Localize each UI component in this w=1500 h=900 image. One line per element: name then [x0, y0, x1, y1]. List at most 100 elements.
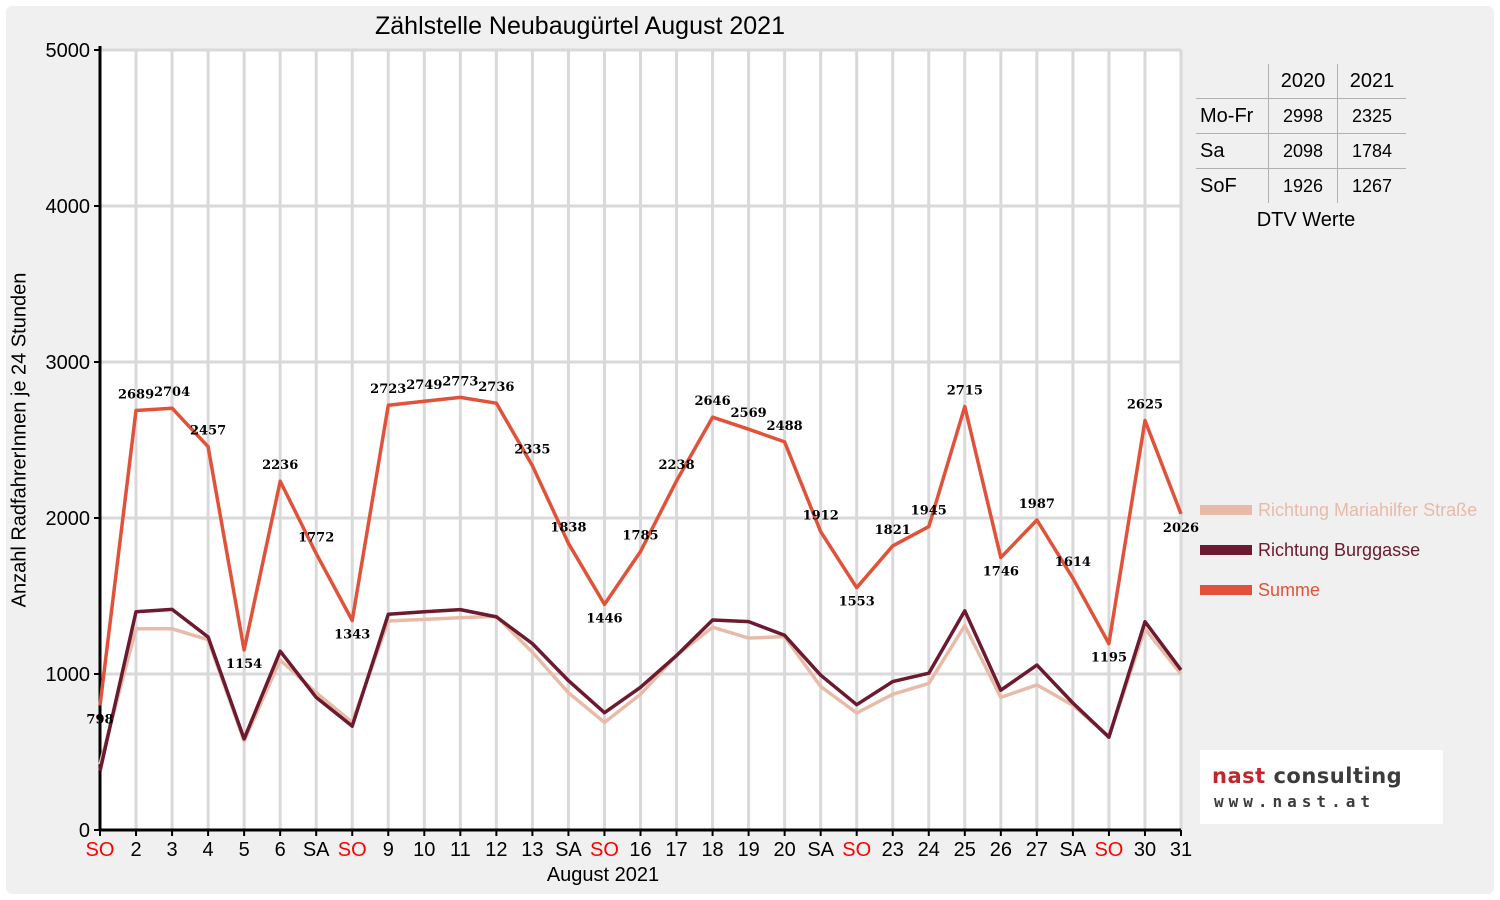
logo-wordmark: nast consulting [1212, 764, 1403, 788]
data-label: 2238 [658, 458, 694, 473]
x-tick-label: 2 [130, 839, 141, 861]
x-tick-label: SA [303, 839, 330, 861]
data-label: 1987 [1019, 497, 1055, 512]
x-tick-label: SO [590, 839, 619, 861]
y-tick-label: 3000 [46, 352, 91, 374]
data-label: 2773 [442, 374, 478, 389]
data-label: 1614 [1055, 555, 1091, 570]
data-label: 2749 [406, 378, 442, 393]
x-tick-label: 6 [275, 839, 286, 861]
x-tick-label: 20 [774, 839, 796, 861]
data-label: 1343 [334, 627, 370, 642]
dtv-caption: DTV Werte [1256, 209, 1356, 231]
series-line-summe [98, 395, 1183, 706]
data-label: 2457 [190, 424, 226, 439]
dtv-row-label: Sa [1196, 133, 1269, 169]
series-lines [98, 395, 1183, 772]
chart-title: Zählstelle Neubaugürtel August 2021 [374, 12, 785, 40]
dtv-row-label: SoF [1200, 174, 1237, 197]
series-line-mariahilfer [98, 614, 1183, 765]
legend-swatch [1200, 585, 1252, 595]
data-label: 1446 [586, 611, 622, 626]
x-tick-label: 26 [990, 839, 1012, 861]
data-label: 1821 [875, 523, 911, 538]
legend-label: Summe [1258, 579, 1321, 600]
x-tick-label: 10 [413, 839, 435, 861]
data-label: 1553 [839, 595, 875, 610]
x-tick-label: 24 [918, 839, 940, 861]
data-label: 2026 [1163, 521, 1199, 536]
y-tick-label: 0 [79, 820, 90, 842]
y-tick-label: 4000 [46, 196, 91, 218]
legend-label: Richtung Burggasse [1258, 539, 1421, 560]
legend: Richtung Mariahilfer Straße Richtung Bur… [1200, 490, 1477, 610]
x-tick-label: SO [338, 839, 367, 861]
data-label: 2335 [514, 443, 550, 458]
x-tick-label: 5 [239, 839, 250, 861]
x-tick-label: SA [555, 839, 582, 861]
data-label: 1154 [226, 657, 262, 672]
data-label: 2625 [1127, 398, 1163, 413]
data-label: 1785 [622, 529, 658, 544]
dtv-cell: 1784 [1337, 133, 1406, 169]
dtv-header-2020: 2020 [1268, 64, 1338, 99]
data-label: 1195 [1091, 651, 1127, 666]
legend-swatch [1200, 505, 1252, 515]
data-label: 2723 [370, 382, 406, 397]
dtv-row-label: Mo-Fr [1196, 98, 1269, 134]
x-tick-label: 17 [665, 839, 687, 861]
legend-item-mariahilfer: Richtung Mariahilfer Straße [1200, 490, 1477, 530]
series-line-burggasse [98, 607, 1183, 772]
data-label: 798 [86, 713, 113, 728]
legend-item-summe: Summe [1200, 570, 1477, 610]
data-label: 1838 [550, 520, 586, 535]
dtv-table: 2020 2021 Mo-Fr 2998 2325 Sa 2098 1784 S… [1196, 64, 1416, 232]
x-tick-label: 16 [629, 839, 651, 861]
x-tick-label: 23 [882, 839, 904, 861]
x-tick-label: 25 [954, 839, 976, 861]
x-tick-label: 3 [167, 839, 178, 861]
legend-label: Richtung Mariahilfer Straße [1258, 499, 1478, 520]
gridlines [100, 48, 1183, 830]
data-label: 2488 [767, 419, 803, 434]
y-tick-label: 1000 [46, 664, 91, 686]
dtv-cell: 2098 [1268, 133, 1338, 169]
data-label: 1746 [983, 565, 1019, 580]
data-label: 1945 [911, 504, 947, 519]
x-tick-label: 12 [485, 839, 507, 861]
x-tick-label: 9 [383, 839, 394, 861]
legend-item-burggasse: Richtung Burggasse [1200, 530, 1477, 570]
dtv-cell: 1926 [1268, 168, 1338, 203]
data-label: 1772 [298, 531, 334, 546]
logo-url: www.nast.at [1214, 792, 1375, 811]
data-label: 2236 [262, 458, 298, 473]
x-axis-title: August 2021 [546, 864, 660, 886]
data-label: 1912 [803, 509, 839, 524]
x-tick-label: SA [1060, 839, 1087, 861]
x-tick-label: 30 [1134, 839, 1156, 861]
dtv-cell: 2998 [1268, 98, 1338, 134]
x-tick-label: 19 [737, 839, 759, 861]
data-label: 2569 [731, 406, 767, 421]
x-tick-label: SO [842, 839, 871, 861]
data-label: 2646 [694, 394, 730, 409]
data-label: 2736 [478, 380, 514, 395]
y-tick-label: 2000 [46, 508, 91, 530]
x-tick-label: 18 [701, 839, 723, 861]
x-tick-label: SA [807, 839, 834, 861]
dtv-cell: 1267 [1337, 168, 1406, 203]
company-logo: nast consulting www.nast.at [1200, 750, 1443, 824]
x-tick-label: SO [86, 839, 115, 861]
x-tick-label: SO [1094, 839, 1123, 861]
data-label: 2704 [154, 385, 190, 400]
x-tick-label: 13 [521, 839, 543, 861]
legend-swatch [1200, 545, 1252, 555]
dtv-header-2021: 2021 [1337, 64, 1406, 99]
y-tick-label: 5000 [46, 40, 91, 62]
x-tick-label: 11 [450, 839, 471, 861]
x-tick-label: 27 [1026, 839, 1048, 861]
y-axis-title: Anzahl RadfahrerInnen je 24 Stunden [8, 272, 31, 608]
